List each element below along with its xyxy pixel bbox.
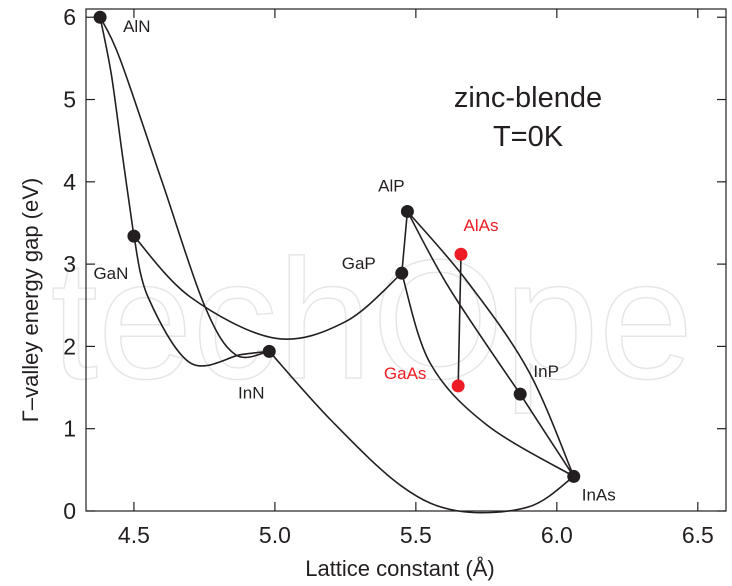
point-alp (400, 204, 414, 218)
data-points: AlN GaN InN AlP GaP InP InAs AlAs GaAs (93, 10, 616, 504)
plot-border (85, 8, 727, 512)
point-inas (567, 469, 581, 483)
label-alas: AlAs (463, 216, 498, 235)
curve-inn-inas (268, 350, 575, 514)
curve-gan-inn (133, 235, 270, 367)
label-alp: AlP (378, 176, 404, 195)
annotation-line-2: T=0K (493, 121, 564, 153)
curve-aln-gan (99, 17, 135, 237)
curve-alp-inas (406, 210, 575, 477)
watermark-logo: techOpe (51, 225, 694, 415)
y-tick-label: 6 (63, 4, 76, 30)
curve-alas-gaas (457, 254, 462, 386)
point-inn (262, 344, 276, 358)
point-aln (93, 10, 107, 24)
label-gaas: GaAs (384, 364, 427, 383)
x-tick-label: 5.0 (259, 522, 291, 548)
x-tick-label: 5.5 (400, 522, 432, 548)
label-inas: InAs (582, 485, 616, 504)
curve-alp-inp (406, 211, 521, 395)
y-tick-label: 1 (63, 416, 76, 442)
x-tick-label: 6.5 (682, 522, 714, 548)
point-inp (513, 387, 527, 401)
point-gaas (451, 379, 465, 393)
label-inp: InP (533, 362, 559, 381)
axis-ticks: 4.5 5.0 5.5 6.0 6.5 0 1 2 3 4 5 6 (63, 4, 726, 548)
label-inn: InN (238, 383, 264, 402)
y-tick-label: 3 (63, 251, 76, 277)
curve-aln-inn (99, 16, 270, 359)
x-tick-label: 4.5 (118, 522, 150, 548)
y-axis-title: Γ–valley energy gap (eV) (18, 178, 43, 422)
curve-gan-gap (133, 235, 403, 340)
curve-gap-inas (401, 272, 575, 478)
label-gap: GaP (342, 254, 376, 273)
y-tick-label: 2 (63, 333, 76, 359)
plot-frame (85, 8, 727, 512)
x-tick-label: 6.0 (541, 522, 573, 548)
point-alas (454, 247, 468, 261)
point-gap (395, 266, 409, 280)
y-tick-label: 5 (63, 87, 76, 113)
label-aln: AlN (123, 17, 150, 36)
y-tick-label: 0 (63, 498, 76, 524)
y-tick-label: 4 (63, 169, 76, 195)
label-gan: GaN (93, 264, 128, 283)
x-axis-title: Lattice constant (Å) (305, 556, 495, 581)
annotation-line-1: zinc-blende (454, 82, 602, 114)
point-gan (127, 229, 141, 243)
